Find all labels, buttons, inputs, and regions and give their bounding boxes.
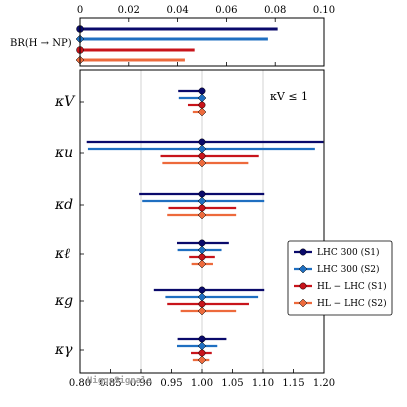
data-point <box>197 158 207 168</box>
row-label: κℓ <box>54 246 70 262</box>
data-point <box>198 335 206 343</box>
coupling-panel: 0.80 0.85 0.90 0.95 1.00 1.05 1.10 1.15 1.20 κV κu… <box>54 69 335 389</box>
legend-box <box>287 240 393 316</box>
data-point <box>198 87 206 95</box>
data-point <box>198 204 206 212</box>
data-point <box>198 190 206 198</box>
x-tick-label: 0.85 <box>99 378 121 389</box>
br-tick-label: 0.06 <box>215 5 237 16</box>
data-point <box>197 355 207 365</box>
legend-marker <box>298 264 308 274</box>
higgssignals-watermark: HiggsSignals <box>87 375 152 386</box>
legend-marker <box>299 282 307 290</box>
br-frame <box>79 17 325 67</box>
row-label: κg <box>54 293 73 309</box>
data-point <box>198 138 206 146</box>
legend-label: HL − LHC (S1) <box>317 281 387 292</box>
row-label: κV <box>54 94 76 110</box>
x-tick-label: 1.00 <box>191 378 213 389</box>
legend: LHC 300 (S1) LHC 300 (S2) HL − LHC (S1) HL … <box>287 240 393 316</box>
legend-label: LHC 300 (S1) <box>317 247 380 258</box>
br-axis-label: BR(H → NP) <box>10 38 72 49</box>
data-point <box>198 239 206 247</box>
row-label: κd <box>54 197 73 213</box>
x-tick-label: 1.20 <box>313 378 335 389</box>
x-tick-label: 0.80 <box>69 378 91 389</box>
br-tick-label: 0.10 <box>313 5 335 16</box>
br-tick-label: 0.08 <box>264 5 286 16</box>
x-tick-label: 0.90 <box>130 378 152 389</box>
legend-marker <box>298 298 308 308</box>
data-point <box>198 101 206 109</box>
row-label: κγ <box>54 342 73 358</box>
legend-marker <box>299 248 307 256</box>
x-tick-label: 1.10 <box>252 378 274 389</box>
data-point <box>198 253 206 261</box>
row-label: κu <box>54 145 73 161</box>
kappa-v-annotation: κV ≤ 1 <box>270 90 308 103</box>
data-point <box>197 107 207 117</box>
br-tick-label: 0.02 <box>118 5 140 16</box>
main-frame <box>79 69 325 374</box>
data-point <box>198 349 206 357</box>
x-tick-label: 1.15 <box>282 378 304 389</box>
data-point <box>197 259 207 269</box>
br-panel: 0 0.02 0.04 0.06 0.08 0.10 <box>75 5 335 67</box>
br-tick-label: 0 <box>77 5 83 16</box>
legend-label: LHC 300 (S2) <box>317 264 380 275</box>
data-point <box>198 152 206 160</box>
data-point <box>197 210 207 220</box>
data-point <box>198 300 206 308</box>
legend-label: HL − LHC (S2) <box>317 298 387 309</box>
x-tick-label: 1.05 <box>221 378 243 389</box>
br-tick-label: 0.04 <box>166 5 188 16</box>
data-point <box>198 286 206 294</box>
x-tick-label: 0.95 <box>160 378 182 389</box>
data-point <box>197 306 207 316</box>
